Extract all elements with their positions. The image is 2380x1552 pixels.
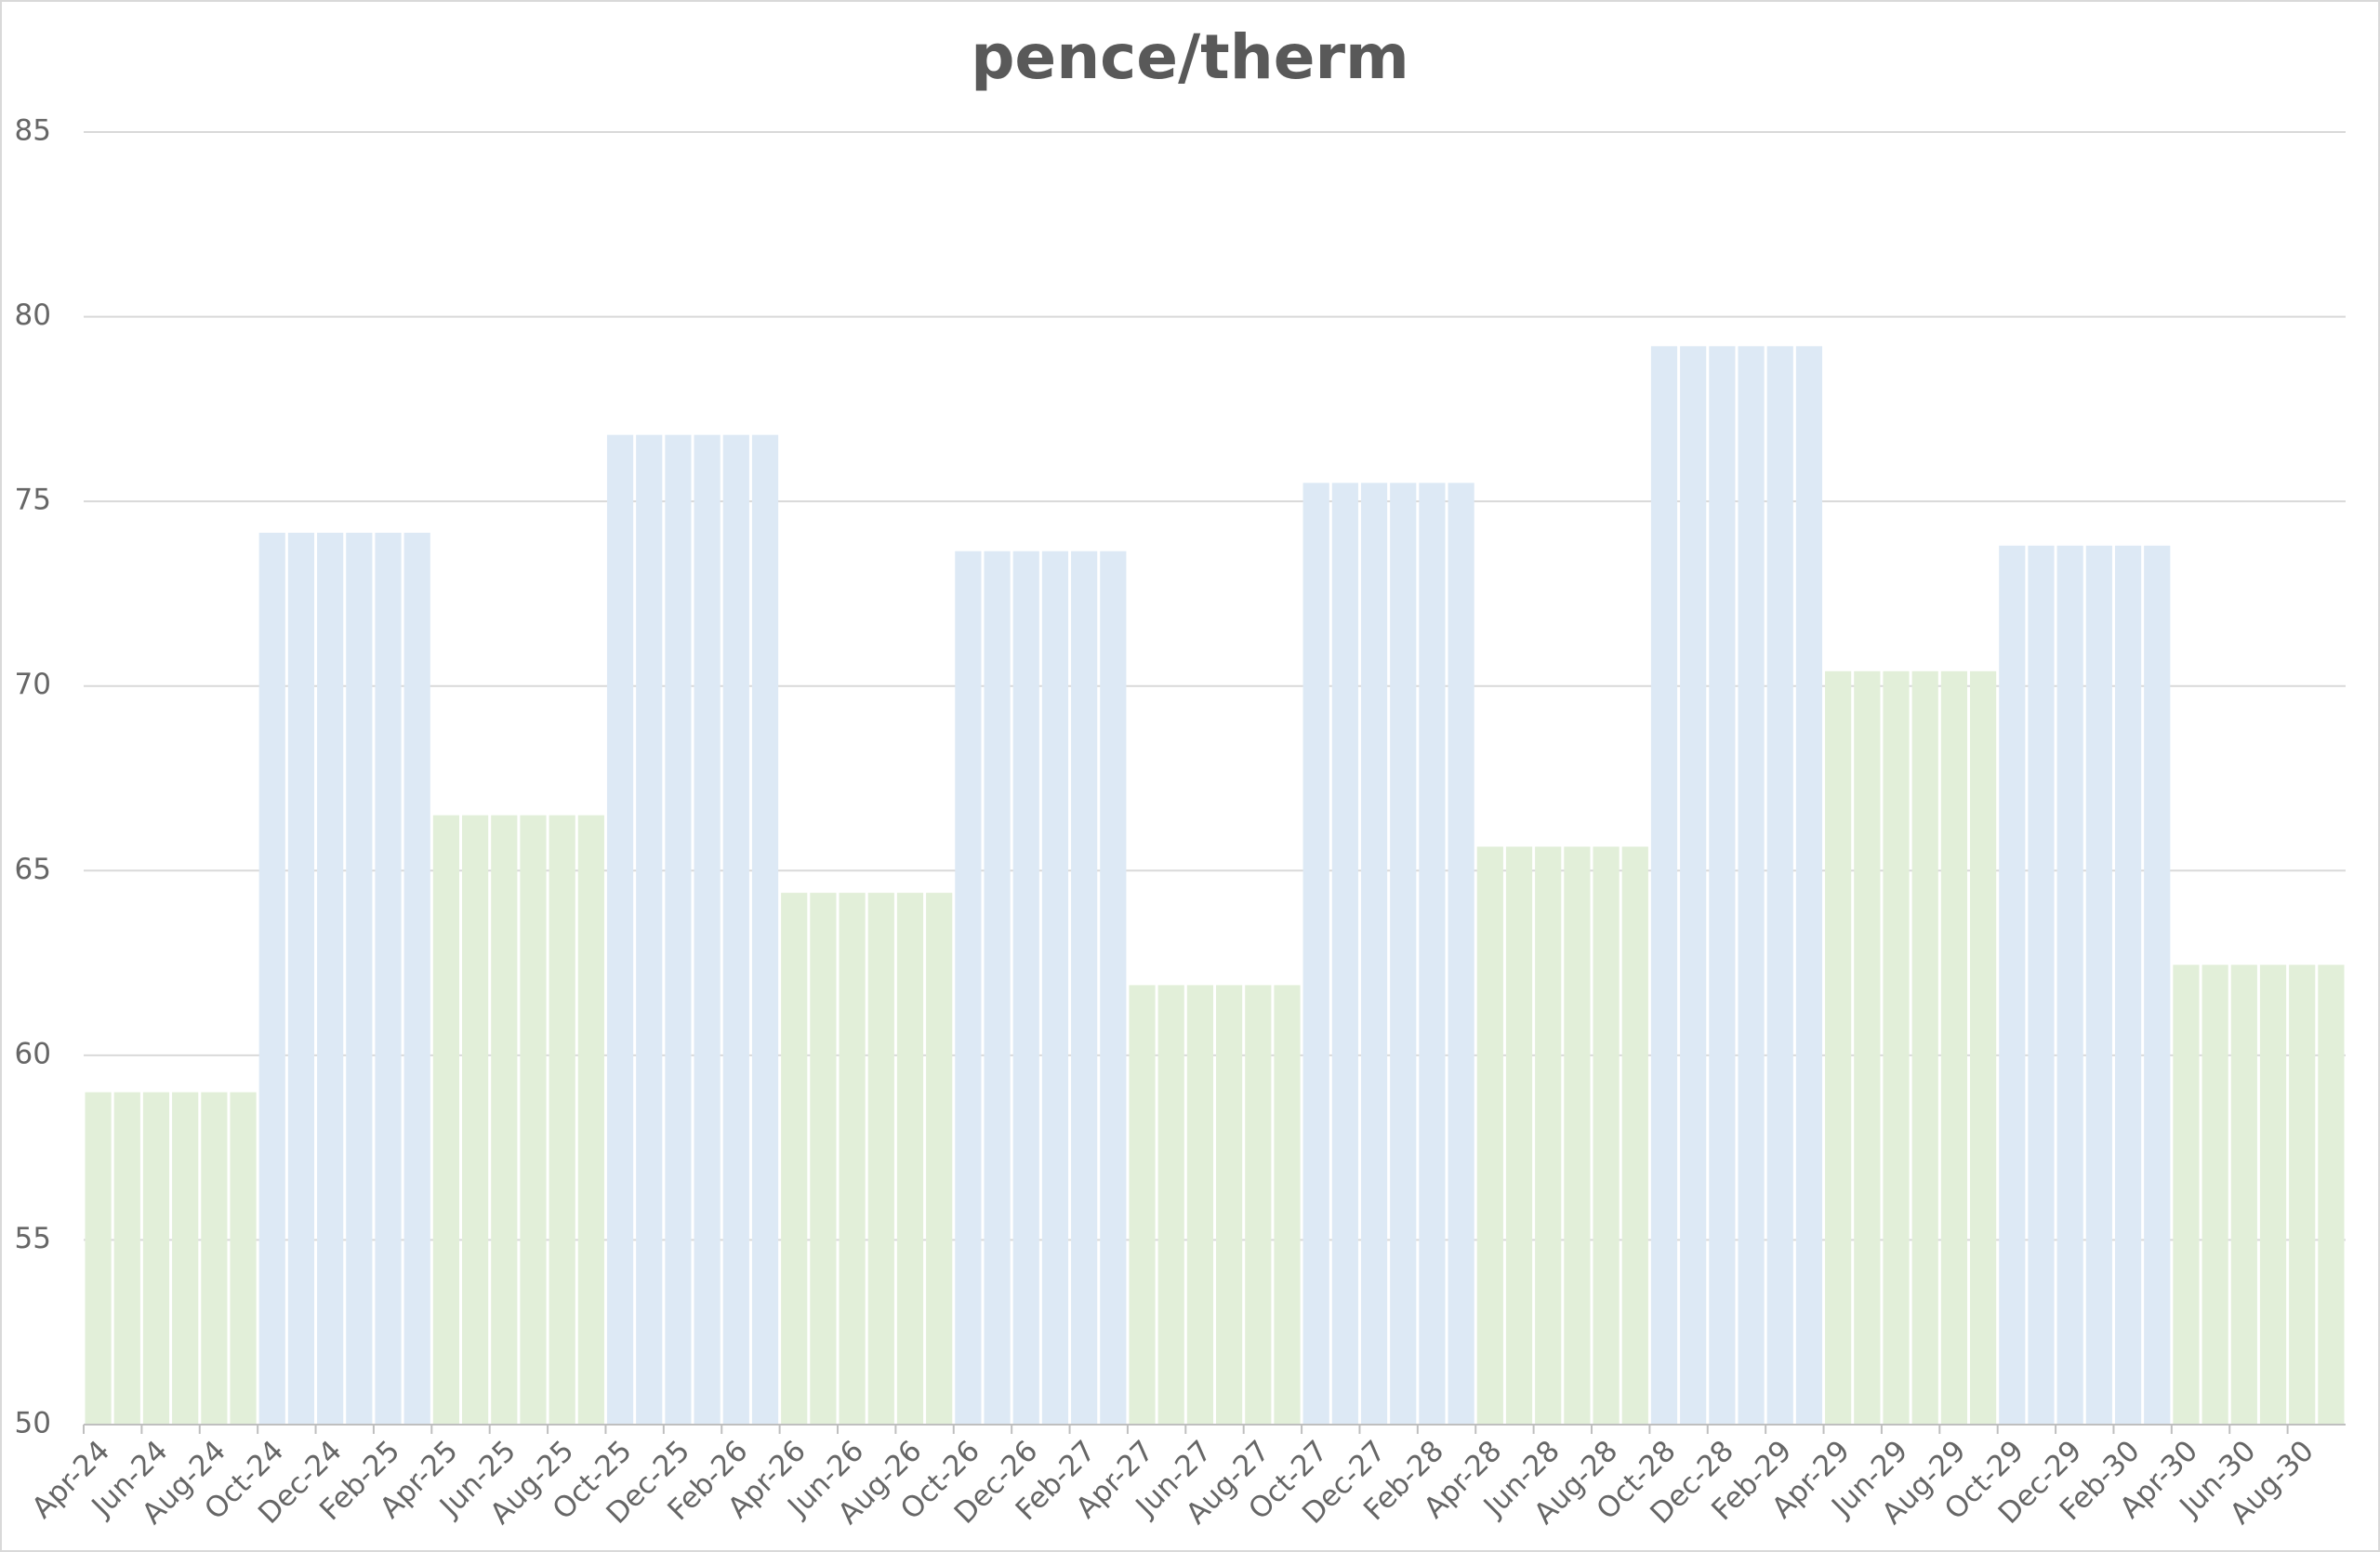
bar [1302, 483, 1329, 1425]
bar [1157, 985, 1184, 1425]
bar [1709, 346, 1736, 1425]
bar [1795, 346, 1823, 1425]
bar [2259, 964, 2287, 1425]
bar [1970, 670, 1997, 1425]
bar [810, 893, 837, 1425]
bar [1071, 550, 1098, 1425]
bar [984, 550, 1011, 1425]
bar [142, 1092, 170, 1425]
bar [230, 1092, 257, 1425]
bar [462, 815, 489, 1425]
bar [2173, 964, 2200, 1425]
bar [867, 893, 894, 1425]
bar [1650, 346, 1678, 1425]
bar [1680, 346, 1707, 1425]
bar [1360, 483, 1388, 1425]
bar [1274, 985, 1301, 1425]
bar [606, 434, 634, 1426]
bar [2230, 964, 2257, 1425]
bar [317, 532, 344, 1425]
bar [172, 1092, 199, 1425]
bar [2056, 545, 2083, 1425]
bar [346, 532, 373, 1425]
bar [896, 893, 924, 1425]
bar [403, 532, 430, 1425]
y-tick-label: 50 [15, 1407, 51, 1440]
bar [549, 815, 575, 1425]
y-tick-label: 80 [15, 298, 51, 332]
y-tick-label: 70 [15, 668, 51, 701]
bar [665, 434, 692, 1426]
bar [839, 893, 866, 1425]
bar [636, 434, 663, 1426]
bar [201, 1092, 228, 1425]
bar [1331, 483, 1358, 1425]
bar [520, 815, 547, 1425]
bar [694, 434, 721, 1426]
bar [1505, 846, 1533, 1425]
bar [781, 893, 808, 1425]
bar [2202, 964, 2228, 1425]
bar [2085, 545, 2112, 1425]
bar [2318, 964, 2345, 1425]
bar [113, 1092, 140, 1425]
bar [1593, 846, 1620, 1425]
bar [1911, 670, 1938, 1425]
bar [1100, 550, 1127, 1425]
bar [1854, 670, 1881, 1425]
bar [722, 434, 749, 1426]
bar [2289, 964, 2316, 1425]
bar [1883, 670, 1910, 1425]
bar [1766, 346, 1793, 1425]
bar [1129, 985, 1156, 1425]
bar [1738, 346, 1765, 1425]
bar [2028, 545, 2055, 1425]
bar [375, 532, 402, 1425]
bar [1940, 670, 1967, 1425]
bar [1390, 483, 1417, 1425]
bar [1186, 985, 1213, 1425]
bar [491, 815, 518, 1425]
bar [1216, 985, 1243, 1425]
y-tick-label: 75 [15, 484, 51, 517]
bar [2114, 545, 2142, 1425]
bar [1476, 846, 1503, 1425]
bar [85, 1092, 112, 1425]
bar [287, 532, 315, 1425]
chart-title: pence/therm [971, 21, 1409, 93]
bar [1448, 483, 1474, 1425]
bar [1245, 985, 1272, 1425]
bar [751, 434, 779, 1426]
bar [1535, 846, 1562, 1425]
bar [432, 815, 459, 1425]
bar [955, 550, 982, 1425]
y-tick-label: 65 [15, 853, 51, 886]
bar [1419, 483, 1446, 1425]
bar [1041, 550, 1069, 1425]
bar [1999, 545, 2026, 1425]
y-tick-label: 55 [15, 1222, 51, 1255]
bar [1621, 846, 1648, 1425]
bar [577, 815, 604, 1425]
bar [926, 893, 953, 1425]
bar [1012, 550, 1039, 1425]
bar [258, 532, 285, 1425]
y-tick-label: 60 [15, 1037, 51, 1070]
bar [1564, 846, 1591, 1425]
bar [1825, 670, 1852, 1425]
bar [2144, 545, 2171, 1425]
y-tick-label: 85 [15, 114, 51, 148]
